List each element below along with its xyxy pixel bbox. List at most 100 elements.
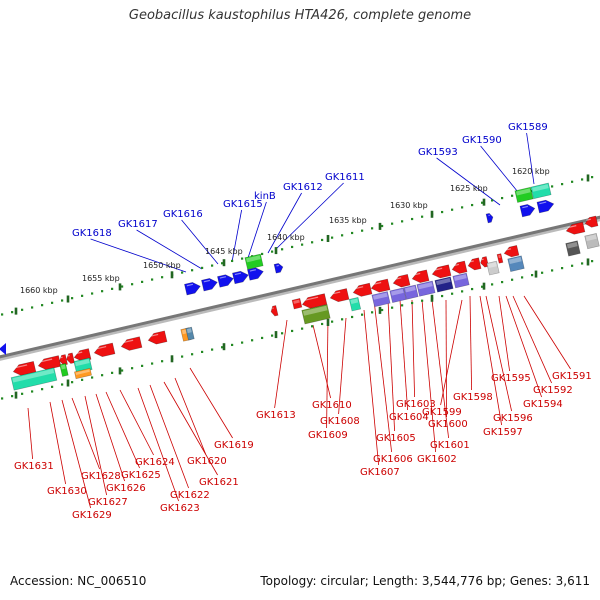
upper-track-tick [482, 198, 486, 206]
forward-feature-box-shape [514, 186, 534, 203]
upper-track-tick [222, 259, 226, 267]
reverse-gene-label: GK1622 [170, 490, 210, 501]
forward-gene-arrow [184, 282, 201, 296]
lower-track-dot [401, 304, 404, 307]
reverse-gene-arrow-shine [505, 248, 512, 251]
lower-track-dot [11, 395, 14, 398]
lower-track-dot [471, 287, 474, 291]
forward-gene-label: GK1611 [325, 172, 365, 183]
reverse-gene-label: GK1631 [14, 461, 54, 472]
reverse-gene-arrow-shape [392, 273, 411, 288]
reverse-leader-line [137, 387, 179, 502]
forward-gene-label: GK1612 [283, 182, 323, 193]
forward-leader-line [274, 182, 344, 251]
forward-gene-arrow [519, 204, 536, 218]
reverse-leader-line [312, 324, 331, 399]
reverse-leader-line [505, 295, 542, 398]
reverse-gene-arrow-shine [469, 260, 474, 263]
reverse-gene-arrow-shape [431, 264, 452, 279]
reverse-feature-box-shape [301, 304, 331, 325]
reverse-feature-box [59, 363, 69, 377]
reverse-leader-line [174, 377, 206, 455]
reverse-gene-arrow-shape [370, 278, 391, 293]
upper-track-dot [511, 194, 514, 197]
reverse-leader-line [27, 407, 33, 460]
lower-track-dot [371, 311, 374, 314]
lower-track-tick [170, 355, 174, 363]
reverse-feature-box-shape [10, 367, 58, 391]
kbp-label: 1640 kbp [267, 233, 305, 242]
forward-gene-arrow-shine [234, 272, 242, 276]
forward-gene-label: GK1617 [118, 219, 158, 230]
reverse-gene-arrow-shape [411, 269, 430, 283]
reverse-feature-box-shape [74, 367, 92, 380]
reverse-feature-box [185, 326, 195, 341]
reverse-feature-box-shine [508, 257, 522, 264]
reverse-gene-arrow-shine [122, 339, 134, 344]
forward-gene-arrow-shape [485, 212, 494, 224]
reverse-gene-arrow-shape [270, 305, 279, 317]
upper-track-dot [571, 180, 574, 183]
reverse-feature-box-shine [404, 286, 416, 293]
reverse-feature-box-shine [585, 234, 597, 242]
lower-track-tick [586, 258, 590, 266]
upper-track-dot [141, 280, 144, 283]
reverse-gene-arrow-shape [147, 330, 168, 345]
reverse-gene-label: GK1605 [376, 433, 416, 444]
reverse-feature-box [507, 255, 525, 272]
forward-gene-label: GK1615 [223, 199, 263, 210]
lower-track-tick [274, 331, 278, 339]
reverse-feature-box-shine [186, 328, 192, 334]
reverse-leader-line [49, 401, 66, 485]
reverse-feature-box-shine [454, 274, 467, 281]
forward-gene-arrow-shine [219, 276, 227, 279]
upper-track-dot [81, 294, 84, 297]
lower-track-dot [581, 262, 584, 265]
upper-track-tick [118, 283, 122, 291]
forward-gene-arrow [201, 278, 218, 292]
reverse-gene-arrow-shape [73, 348, 92, 362]
reverse-gene-arrow-shine [14, 364, 28, 369]
reverse-leader-line [105, 391, 140, 469]
forward-gene-arrow [485, 212, 494, 224]
lower-track-dot [1, 397, 4, 400]
reverse-leader-line [163, 381, 218, 476]
reverse-gene-arrow [73, 348, 92, 362]
reverse-leader-line [485, 295, 512, 412]
reverse-feature-box [403, 284, 419, 300]
reverse-gene-arrow-shape [329, 288, 350, 303]
reverse-feature-box-shine [12, 368, 55, 383]
lower-track-dot [571, 264, 574, 267]
reverse-gene-arrow-shine [413, 272, 421, 276]
forward-leader-line [136, 229, 203, 270]
upper-track-dot [491, 199, 494, 202]
reverse-gene-label: GK1595 [491, 373, 531, 384]
reverse-feature-box-shape [434, 276, 454, 293]
reverse-feature-box-shine [566, 241, 578, 249]
forward-feature-box-shine [516, 188, 531, 196]
gene-features [0, 182, 600, 391]
upper-track-dot [101, 290, 104, 293]
forward-feature-box [514, 186, 534, 203]
lower-track-dot [21, 392, 24, 395]
reverse-gene-arrow [301, 293, 328, 309]
upper-track-tick [586, 174, 590, 182]
lower-track-dot [101, 374, 104, 377]
lower-track-dot [91, 376, 94, 379]
reverse-leader-line [119, 389, 154, 456]
reverse-gene-arrow [37, 355, 62, 371]
reverse-feature-box-shape [565, 240, 581, 257]
reverse-gene-arrow [12, 361, 37, 376]
upper-track-dot [281, 248, 284, 251]
lower-track-dot [521, 276, 524, 279]
lower-track-dot [481, 285, 484, 288]
reverse-gene-arrow [431, 264, 452, 279]
forward-gene-arrow-shape [273, 263, 284, 274]
forward-leader-line [181, 219, 219, 265]
lower-track-dot [231, 343, 234, 347]
reverse-leader-line [411, 299, 415, 398]
upper-track-tick [66, 295, 70, 303]
lower-track-dot [341, 318, 344, 321]
reverse-feature-box [348, 296, 362, 312]
